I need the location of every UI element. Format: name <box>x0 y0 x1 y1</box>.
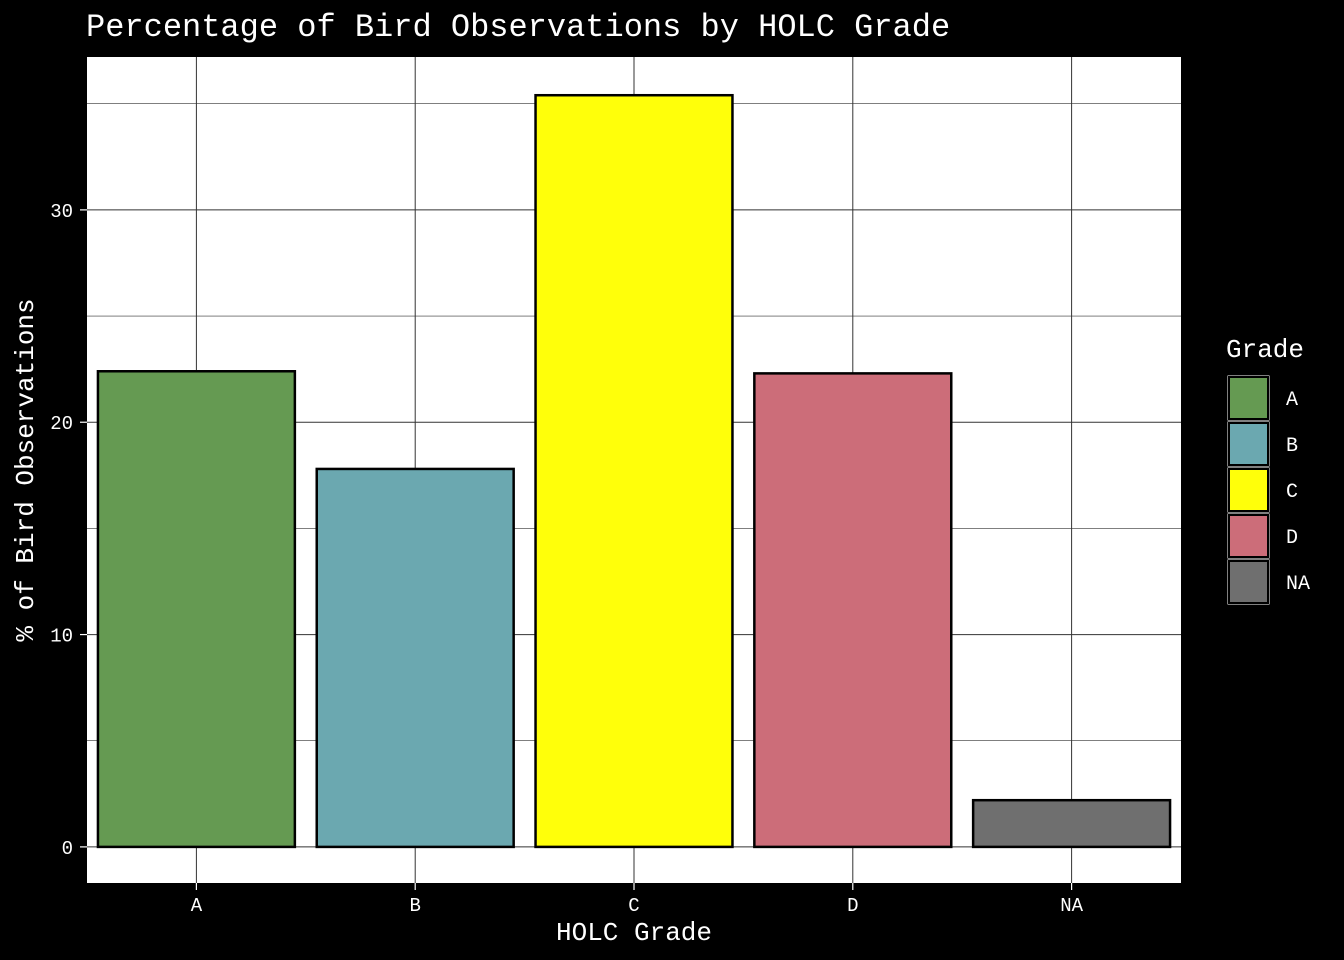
x-tick-label: C <box>628 895 639 917</box>
bar-d <box>753 372 953 849</box>
y-tick-label: 30 <box>50 201 73 223</box>
bar-a <box>96 370 297 849</box>
x-tick-label: A <box>191 895 203 917</box>
legend-swatch-a <box>1228 376 1269 420</box>
y-axis-title: % of Bird Observations <box>11 298 41 641</box>
x-tick-label: NA <box>1060 895 1083 917</box>
legend-label: A <box>1286 389 1298 412</box>
legend-swatch-b <box>1228 422 1269 466</box>
chart-title: Percentage of Bird Observations by HOLC … <box>86 9 950 46</box>
bars <box>96 93 1172 849</box>
y-tick-label: 0 <box>62 838 73 860</box>
legend-swatch-c <box>1228 468 1269 512</box>
legend-label: C <box>1286 481 1298 504</box>
bar-na <box>971 798 1172 849</box>
x-axis-title: HOLC Grade <box>556 918 712 948</box>
axes: 0 10 20 30 A B C D NA <box>50 201 1083 917</box>
y-tick-label: 10 <box>50 626 73 648</box>
legend-swatch-na <box>1228 560 1269 604</box>
legend-swatch-d <box>1228 514 1269 558</box>
y-tick-label: 20 <box>50 413 73 435</box>
bar-b <box>315 467 515 849</box>
bar-c <box>534 93 734 849</box>
x-tick-label: B <box>409 895 420 917</box>
legend-title: Grade <box>1226 335 1304 365</box>
legend-label: D <box>1286 527 1298 550</box>
x-tick-label: D <box>847 895 858 917</box>
legend-label: B <box>1286 435 1298 458</box>
legend-label: NA <box>1286 573 1310 596</box>
